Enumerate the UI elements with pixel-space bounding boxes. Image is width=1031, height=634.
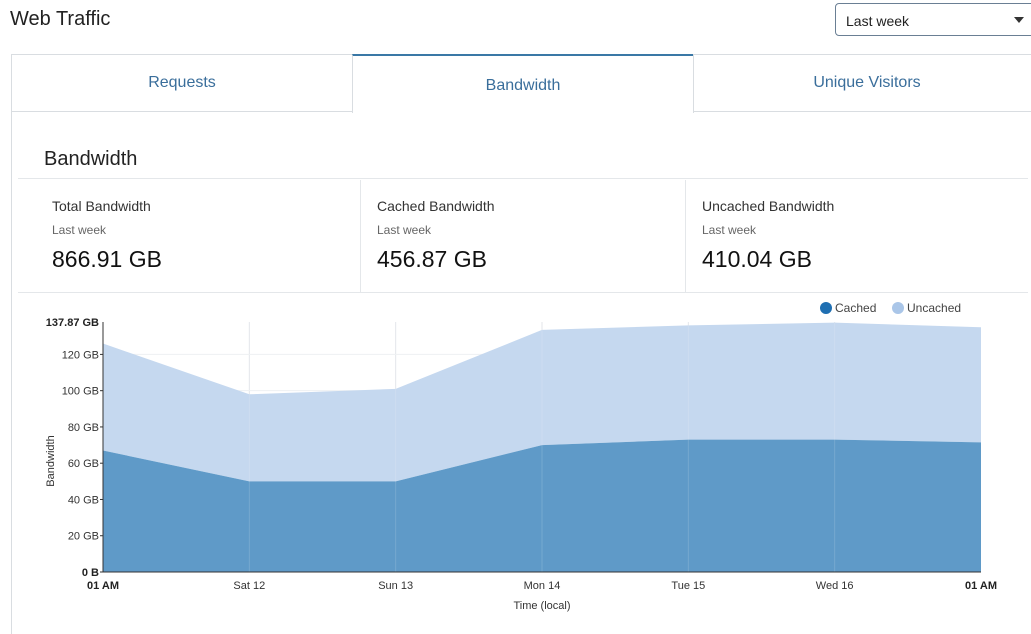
- stat-label: Cached Bandwidth: [377, 198, 495, 214]
- section-title: Bandwidth: [44, 148, 138, 170]
- x-axis-title: Time (local): [513, 600, 570, 612]
- content-panel: [11, 54, 1031, 634]
- y-tick-label: 20 GB: [68, 531, 99, 543]
- divider: [18, 292, 1028, 293]
- chevron-down-icon: [1014, 17, 1024, 23]
- x-tick-label: 01 AM: [87, 580, 119, 592]
- stat-period: Last week: [377, 223, 432, 237]
- x-tick-label: Mon 14: [524, 580, 561, 592]
- date-range-select[interactable]: Last week: [835, 3, 1031, 36]
- stat-value: 456.87 GB: [377, 246, 487, 272]
- tab-unique-visitors[interactable]: Unique Visitors: [693, 54, 1031, 112]
- stat-value: 866.91 GB: [52, 246, 162, 272]
- tab-requests[interactable]: Requests: [11, 54, 353, 112]
- y-tick-label: 0 B: [82, 567, 99, 579]
- x-tick-label: Tue 15: [671, 580, 705, 592]
- stat-cached-bandwidth: Cached Bandwidth Last week 456.87 GB: [377, 180, 677, 292]
- y-tick-label: 80 GB: [68, 422, 99, 434]
- legend-marker-cached: [820, 302, 832, 314]
- series-area-uncached: [103, 322, 981, 482]
- y-tick-label: 120 GB: [62, 349, 99, 361]
- stat-value: 410.04 GB: [702, 246, 812, 272]
- y-max-label: 137.87 GB: [46, 317, 99, 329]
- x-tick-label: Sun 13: [378, 580, 413, 592]
- date-range-value: Last week: [846, 13, 910, 29]
- stat-total-bandwidth: Total Bandwidth Last week 866.91 GB: [52, 180, 352, 292]
- x-tick-label: Wed 16: [816, 580, 854, 592]
- x-tick-label: Sat 12: [233, 580, 265, 592]
- series-area-cached: [103, 439, 981, 572]
- stat-label: Uncached Bandwidth: [702, 198, 835, 214]
- divider: [18, 178, 1028, 179]
- x-tick-label: 01 AM: [965, 580, 997, 592]
- y-axis-title: Bandwidth: [45, 435, 57, 486]
- y-tick-label: 60 GB: [68, 458, 99, 470]
- divider: [685, 180, 686, 292]
- tab-bar: Requests Bandwidth Unique Visitors: [11, 54, 1031, 113]
- stat-period: Last week: [52, 223, 107, 237]
- legend-label-cached: Cached: [835, 301, 876, 315]
- stat-uncached-bandwidth: Uncached Bandwidth Last week 410.04 GB: [702, 180, 1002, 292]
- stat-period: Last week: [702, 223, 757, 237]
- divider: [360, 180, 361, 292]
- stat-label: Total Bandwidth: [52, 198, 151, 214]
- y-tick-label: 100 GB: [62, 386, 99, 398]
- legend-marker-uncached: [892, 302, 904, 314]
- bandwidth-area-chart: 0 B 20 GB 40 GB 60 GB 80 GB 100 GB 120 GB 137.8…: [45, 301, 997, 612]
- y-tick-label: 40 GB: [68, 494, 99, 506]
- tab-bandwidth[interactable]: Bandwidth: [352, 54, 694, 113]
- legend-label-uncached: Uncached: [907, 301, 961, 315]
- page-title: Web Traffic: [10, 8, 111, 30]
